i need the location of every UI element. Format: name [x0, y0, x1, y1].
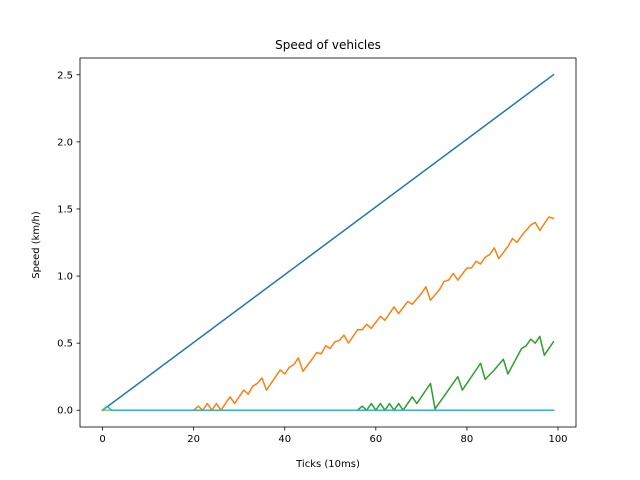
x-tick-label: 100 [548, 434, 567, 445]
chart-title: Speed of vehicles [275, 38, 381, 52]
y-tick-label: 2.5 [57, 70, 73, 81]
series-layer [101, 73, 555, 412]
x-tick-label: 20 [187, 434, 200, 445]
series-line-3 [101, 335, 555, 411]
y-tick-label: 1.0 [57, 272, 73, 283]
x-tick-label: 40 [278, 434, 291, 445]
series-line-1 [101, 73, 555, 412]
y-tick-label: 0.0 [57, 406, 73, 417]
series-line-10 [101, 405, 555, 412]
y-axis-label: Speed (km/h) [31, 211, 42, 279]
y-tick-label: 2.0 [57, 137, 73, 148]
x-tick-label: 80 [461, 434, 474, 445]
series-line-2 [101, 216, 555, 411]
y-tick-label: 0.5 [57, 339, 73, 350]
y-tick-label: 1.5 [57, 204, 73, 215]
x-tick-label: 0 [99, 434, 105, 445]
x-tick-label: 60 [369, 434, 382, 445]
plot-frame [79, 57, 577, 428]
axes-layer: 0 20 40 60 80 100 0.0 0.5 1.0 1.5 2.0 2.5 [57, 57, 577, 445]
x-axis-label: Ticks (10ms) [295, 459, 360, 470]
